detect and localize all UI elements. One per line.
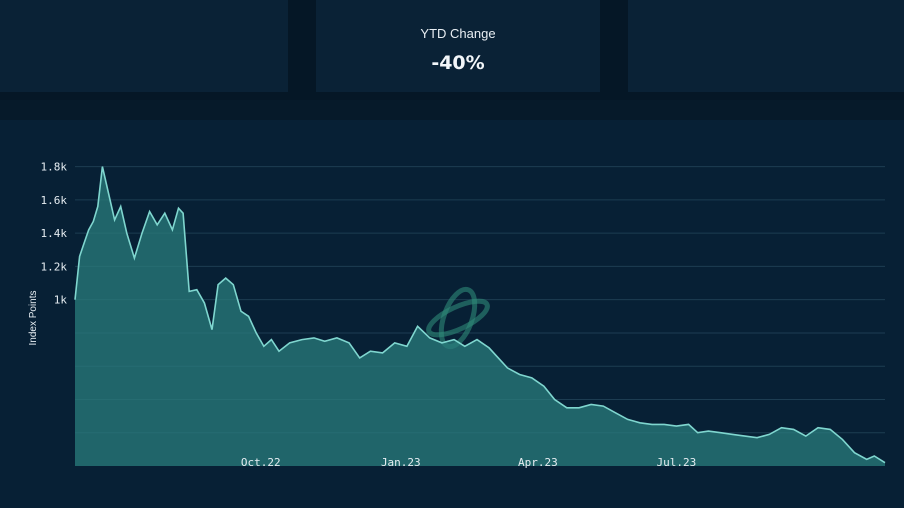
ytd-change-label: YTD Change xyxy=(420,26,496,41)
series-line xyxy=(74,166,886,464)
stat-card-ytd: YTD Change -40% xyxy=(316,0,600,92)
x-tick-label: Apr.23 xyxy=(518,456,558,469)
stat-card-right xyxy=(628,0,904,92)
series-area xyxy=(75,166,885,466)
y-axis-label: Index Points xyxy=(28,290,39,345)
ytd-change-value: -40% xyxy=(431,52,485,74)
x-tick-label: Jul.23 xyxy=(657,456,697,469)
x-tick-label: Oct.22 xyxy=(241,456,281,469)
x-axis-ticks: Oct.22 Jan.23 Apr.23 Jul.23 xyxy=(241,456,696,469)
y-tick-label: 1.6k xyxy=(41,194,68,207)
stats-band: YTD Change -40% xyxy=(0,0,904,100)
y-tick-label: 1.2k xyxy=(41,260,68,273)
y-axis-ticks: 1k 1.2k 1.4k 1.6k 1.8k xyxy=(41,161,68,307)
y-tick-label: 1.4k xyxy=(41,227,68,240)
stat-card-left xyxy=(0,0,288,92)
x-tick-label: Jan.23 xyxy=(381,456,421,469)
y-tick-label: 1k xyxy=(54,294,68,307)
y-tick-label: 1.8k xyxy=(41,161,68,174)
